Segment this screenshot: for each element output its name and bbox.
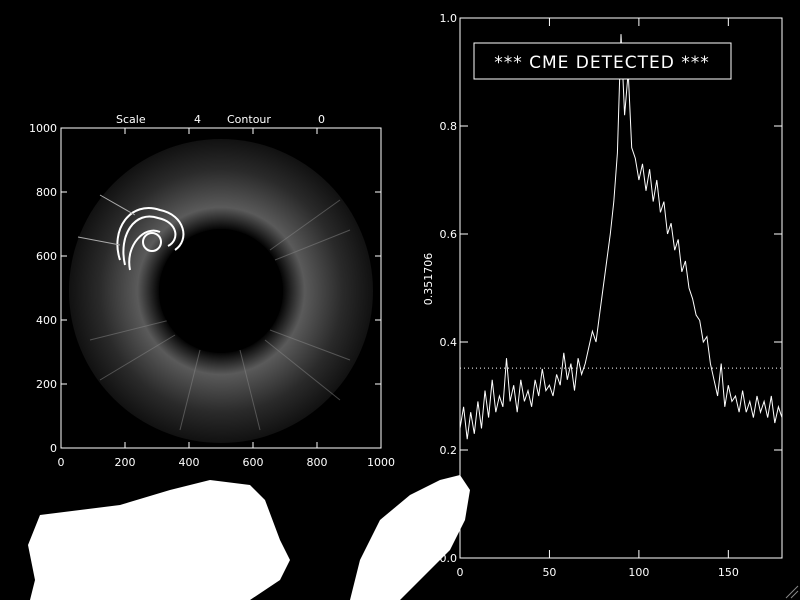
left-image-panel: Scale 4 Contour 0 [29, 113, 395, 469]
plot-x-tick-label: 150 [718, 566, 739, 579]
plot-y-tick-label: 1.0 [440, 12, 458, 25]
bottom-image-fragments [28, 475, 470, 600]
streak-upper [99, 194, 136, 216]
image-x-tick-label: 600 [243, 456, 264, 469]
occulter-disk [159, 229, 283, 353]
coronagraph-image [69, 139, 373, 443]
image-x-tick-label: 800 [307, 456, 328, 469]
alert-text: *** CME DETECTED *** [494, 53, 710, 73]
image-x-tick-label: 0 [58, 456, 65, 469]
right-plot-panel: 0 50 100 150 0.0 0.2 0.4 0.6 0.8 1.0 *** CME DETE… [422, 12, 783, 579]
contour-value: 0 [318, 113, 325, 126]
streak-lower [77, 236, 121, 246]
image-y-tick-label: 800 [36, 186, 57, 199]
image-x-tick-label: 200 [115, 456, 136, 469]
plot-y-tick-label: 0.8 [440, 120, 458, 133]
plot-y-tick-label: 0.0 [440, 552, 458, 565]
plot-axes: 0 50 100 150 0.0 0.2 0.4 0.6 0.8 1.0 [440, 12, 782, 579]
plot-frame [459, 17, 783, 559]
image-frame [60, 127, 382, 449]
plot-x-tick-label: 0 [457, 566, 464, 579]
fragment-left [28, 480, 290, 600]
plot-y-tick-label: 0.4 [440, 336, 458, 349]
resize-grip[interactable] [785, 585, 799, 599]
image-y-tick-label: 1000 [29, 122, 57, 135]
scale-label: Scale [116, 113, 146, 126]
image-y-tick-label: 0 [50, 442, 57, 455]
alert-box [473, 42, 732, 80]
plot-y-tick-label: 0.6 [440, 228, 458, 241]
plot-x-tick-label: 50 [542, 566, 556, 579]
image-y-tick-label: 200 [36, 378, 57, 391]
fragment-middle [350, 475, 470, 600]
image-y-tick-label: 400 [36, 314, 57, 327]
plot-y-tick-label: 0.2 [440, 444, 458, 457]
plot-x-tick-label: 100 [628, 566, 649, 579]
scale-value: 4 [194, 113, 201, 126]
image-x-axis: 0 200 400 600 800 1000 [58, 128, 395, 469]
contour-label: Contour [227, 113, 271, 126]
cme-loop [116, 207, 185, 271]
series-line [459, 34, 783, 440]
corona-streamers [89, 199, 351, 431]
image-y-axis: 0 200 400 600 800 1000 [29, 122, 381, 455]
image-x-tick-label: 400 [179, 456, 200, 469]
plot-y-label: 0.351706 [422, 253, 435, 306]
image-y-tick-label: 600 [36, 250, 57, 263]
image-x-tick-label: 1000 [367, 456, 395, 469]
